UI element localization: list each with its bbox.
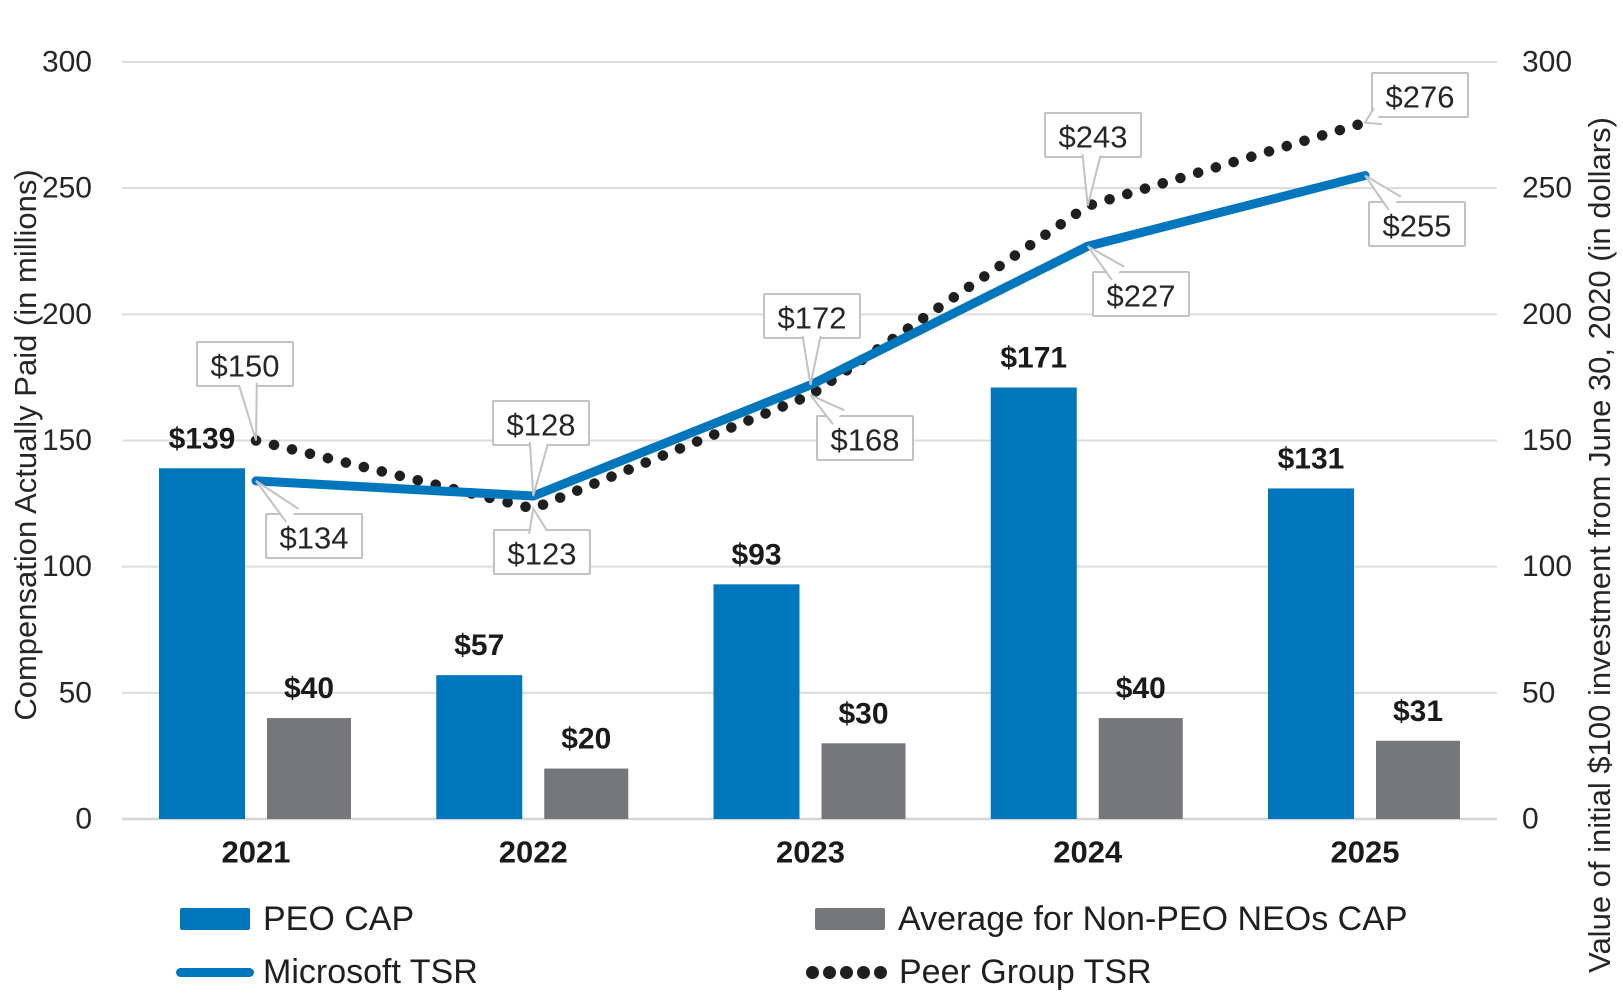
callout-value: $227	[1107, 279, 1176, 314]
callout-leader	[528, 441, 549, 497]
callout-box	[816, 415, 914, 461]
microsoft-tsr-swatch-icon	[176, 967, 254, 977]
left-axis-tick-300: 300	[42, 46, 92, 79]
callout-243: $243	[1044, 112, 1142, 207]
x-tick-label-2021: 2021	[222, 835, 291, 870]
right-axis-tick-0: 0	[1522, 803, 1539, 836]
peo-cap-bar-2021	[159, 468, 245, 819]
bar-series-non-peo-neos-cap: $40 $20 $30 $40 $31	[267, 672, 1460, 819]
peo-cap-bar-2025	[1268, 488, 1354, 819]
legend-item-non-peo-neos-cap: Average for Non-PEO NEOs CAP	[815, 902, 1408, 936]
callout-134: $134	[255, 480, 363, 559]
non-peo-neos-cap-bar-label-2024: $40	[1116, 672, 1166, 705]
callout-168: $168	[809, 394, 914, 461]
left-axis-tick-200: 200	[42, 298, 92, 331]
right-axis-tick-150: 150	[1522, 424, 1572, 457]
callout-276: $276	[1363, 72, 1469, 126]
callout-leader	[809, 394, 845, 425]
callout-leader	[801, 335, 822, 386]
callout-leader	[1364, 174, 1402, 211]
left-axis-tick-250: 250	[42, 172, 92, 205]
callout-255: $255	[1364, 174, 1466, 247]
callout-172: $172	[763, 293, 861, 386]
callout-box	[1368, 201, 1466, 247]
x-tick-label-2025: 2025	[1331, 835, 1400, 870]
non-peo-neos-swatch-icon	[815, 908, 885, 930]
peo-cap-bar-2024	[990, 387, 1077, 819]
callout-value: $276	[1386, 80, 1455, 115]
non-peo-neos-cap-bar-2021	[267, 718, 351, 819]
legend-label-peer-group-tsr: Peer Group TSR	[899, 953, 1152, 991]
non-peo-neos-cap-bar-label-2022: $20	[561, 723, 611, 756]
legend-label-microsoft-tsr: Microsoft TSR	[263, 953, 478, 991]
non-peo-neos-cap-bar-2022	[544, 768, 629, 819]
right-axis-tick-50: 50	[1522, 676, 1555, 709]
peo-cap-bar-label-2021: $139	[169, 422, 236, 455]
callout-value: $128	[507, 408, 576, 443]
left-axis-title: Compensation Actually Paid (in millions)	[8, 169, 43, 721]
callout-128: $128	[492, 400, 590, 497]
bar-series-peo-cap: $139 $57 $93 $171 $131	[159, 342, 1354, 819]
peo-cap-swatch-icon	[180, 908, 250, 930]
non-peo-neos-cap-bar-label-2021: $40	[284, 672, 334, 705]
right-axis-tick-250: 250	[1522, 172, 1572, 205]
peo-cap-bar-label-2024: $171	[1000, 342, 1067, 375]
x-tick-label-2024: 2024	[1053, 835, 1123, 870]
peo-cap-bar-2023	[713, 584, 800, 819]
non-peo-neos-cap-bar-2024	[1098, 718, 1183, 819]
callout-value: $168	[831, 423, 900, 458]
callout-value: $134	[280, 521, 349, 556]
left-axis-tick-0: 0	[75, 803, 92, 836]
callout-227: $227	[1086, 245, 1190, 317]
callout-leader	[1363, 107, 1383, 126]
non-peo-neos-cap-bar-label-2025: $31	[1393, 695, 1443, 728]
callout-box	[265, 513, 363, 559]
legend-label-non-peo-neos-cap: Average for Non-PEO NEOs CAP	[898, 900, 1408, 938]
non-peo-neos-cap-bar-label-2023: $30	[838, 697, 888, 730]
right-axis-tick-200: 200	[1522, 298, 1572, 331]
peer-group-tsr-line	[250, 117, 1371, 515]
peo-cap-bar-label-2025: $131	[1278, 442, 1345, 475]
right-axis-title: Value of initial $100 investment from Ju…	[1582, 117, 1617, 973]
non-peo-neos-cap-bar-2025	[1376, 740, 1460, 819]
legend-label-peo-cap: PEO CAP	[263, 900, 415, 938]
non-peo-neos-cap-bar-2023	[821, 743, 906, 819]
left-axis-tick-50: 50	[59, 676, 92, 709]
callout-value: $172	[778, 301, 847, 336]
peo-cap-bar-label-2022: $57	[454, 629, 504, 662]
callout-value: $243	[1059, 120, 1128, 155]
callout-box	[1092, 271, 1190, 317]
callout-123: $123	[493, 505, 591, 575]
legend-item-microsoft-tsr: Microsoft TSR	[176, 955, 478, 989]
right-axis-tick-300: 300	[1522, 46, 1572, 79]
x-tick-label-2023: 2023	[776, 835, 845, 870]
legend-item-peo-cap: PEO CAP	[180, 902, 414, 936]
callout-leader	[1086, 245, 1125, 281]
callout-leader	[255, 480, 300, 523]
callout-leader	[528, 505, 548, 534]
legend-item-peer-group-tsr: Peer Group TSR	[806, 955, 1152, 989]
callout-box	[1371, 72, 1469, 118]
callout-150: $150	[196, 341, 294, 441]
callout-value: $123	[508, 537, 577, 572]
callout-value: $150	[211, 349, 280, 384]
callout-leader	[238, 382, 258, 441]
left-axis-tick-100: 100	[42, 550, 92, 583]
peer-group-tsr-swatch-icon	[806, 965, 887, 979]
callout-value: $255	[1383, 209, 1452, 244]
peo-cap-bar-2022	[436, 675, 523, 819]
x-tick-label-2022: 2022	[499, 835, 568, 870]
peo-cap-bar-label-2023: $93	[731, 538, 781, 571]
callout-leader	[1081, 154, 1102, 207]
left-axis-tick-150: 150	[42, 424, 92, 457]
right-axis-tick-100: 100	[1522, 550, 1572, 583]
